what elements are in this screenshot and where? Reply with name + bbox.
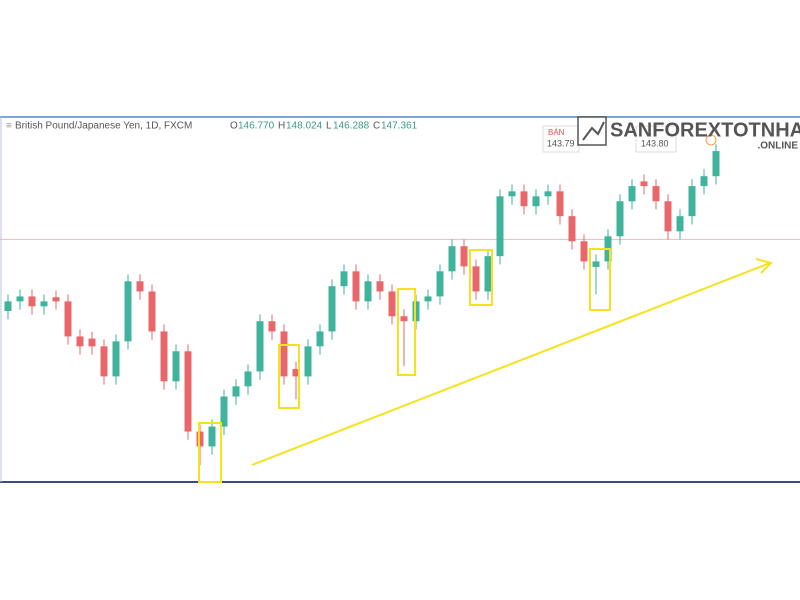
alert-icon [705, 134, 717, 146]
candle-body [616, 201, 624, 237]
ohlc-value: 146.288 [333, 121, 370, 132]
candle-body [148, 291, 156, 332]
logo [577, 116, 607, 146]
candle-body [280, 331, 288, 377]
box [589, 248, 611, 311]
ohlc-label: C [373, 121, 380, 132]
ohlc-label: O [230, 121, 238, 132]
candle-body [556, 191, 564, 217]
box [198, 422, 222, 483]
buy-price: 143.80 [641, 138, 669, 148]
candle-body [400, 316, 408, 322]
highlight-boxes [198, 248, 611, 483]
candle-body [124, 281, 132, 342]
candle-body [532, 196, 540, 207]
buy-box [635, 125, 677, 153]
trend-arrow [251, 262, 771, 466]
candle-body [64, 301, 72, 337]
watermark-name: SANFOREXTOTNHAT [610, 119, 800, 141]
header: ≡ British Pound/Japanese Yen, 1D, FXCM O… [6, 121, 418, 132]
watermark-suffix: .ONLINE [757, 141, 798, 152]
box [397, 288, 416, 376]
candle-body [568, 216, 576, 242]
candle-body [520, 191, 528, 207]
candle-body [100, 346, 108, 377]
candle-body [172, 351, 180, 382]
candle-body [496, 196, 504, 257]
sell-price: 143.79 [547, 138, 575, 148]
candle-body [304, 346, 312, 377]
logo-mark [582, 121, 605, 141]
candle-body [292, 368, 300, 377]
candle-body [448, 246, 456, 272]
candle-body [580, 241, 588, 262]
candle-body [652, 186, 660, 202]
candle-body [76, 336, 84, 347]
candle-body [364, 281, 372, 302]
candle-body [376, 281, 384, 292]
candle-body [544, 191, 552, 197]
candle-body [340, 271, 348, 287]
candle-body [640, 181, 648, 187]
candle-body [460, 246, 468, 267]
candle-body [220, 396, 228, 427]
candle-body [16, 296, 24, 302]
candle-body [112, 341, 120, 377]
candle-body [484, 256, 492, 292]
box [278, 344, 300, 409]
candle-body [472, 266, 480, 292]
candle-body [184, 351, 192, 432]
candle-body [664, 201, 672, 232]
candle-body [700, 176, 708, 187]
ohlc-label: H [278, 121, 285, 132]
candle-body [88, 338, 96, 347]
candle-body [388, 291, 396, 317]
ohlc-value: 146.770 [238, 121, 275, 132]
sell-box [542, 125, 580, 153]
candle-body [676, 216, 684, 232]
candle-body [424, 296, 432, 302]
quote-box: BÁN 143.79 143.80 [542, 125, 717, 153]
candle-body [40, 301, 48, 307]
candle-body [52, 297, 60, 302]
candle-body [316, 331, 324, 347]
candle-body [352, 271, 360, 302]
ohlc-value: 147.361 [381, 121, 418, 132]
candle-body [688, 186, 696, 217]
candle-body [712, 151, 720, 177]
watermark: SANFOREXTOTNHAT .ONLINE [577, 116, 800, 152]
candle-body [328, 286, 336, 332]
candle-body [268, 321, 276, 332]
candle-body [628, 186, 636, 202]
box [469, 249, 493, 306]
candle-body [136, 281, 144, 292]
arrow-head [755, 258, 773, 274]
ohlc-value: 148.024 [286, 121, 323, 132]
candle-body [244, 371, 252, 387]
candle-body [28, 296, 36, 307]
candle-body [160, 331, 168, 382]
candle-body [436, 271, 444, 297]
candle-body [508, 191, 516, 197]
plot-area [0, 117, 800, 483]
candle-body [592, 261, 600, 267]
symbol: British Pound/Japanese Yen, 1D, FXCM [15, 121, 192, 132]
candle-body [256, 321, 264, 372]
candle-body [232, 386, 240, 397]
sell-label: BÁN [548, 128, 565, 137]
candle-body [4, 301, 12, 312]
candle-body [208, 426, 216, 447]
ohlc-label: L [326, 121, 332, 132]
symbol-icon: ≡ [6, 121, 12, 132]
